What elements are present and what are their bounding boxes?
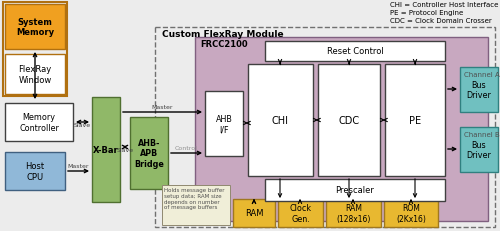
Text: Master: Master: [151, 105, 173, 109]
Text: Memory
Controller: Memory Controller: [19, 113, 59, 132]
Bar: [278, 199, 323, 227]
Bar: [385, 65, 445, 176]
Bar: [205, 92, 243, 156]
Bar: [5, 152, 65, 190]
Bar: [384, 199, 438, 227]
Text: System
Memory: System Memory: [16, 18, 54, 37]
Text: Bus
Driver: Bus Driver: [466, 140, 491, 160]
Bar: [162, 185, 230, 225]
Text: CHI: CHI: [272, 116, 289, 125]
Bar: [92, 97, 120, 202]
Bar: [460, 128, 498, 172]
Text: RAM: RAM: [245, 209, 263, 218]
Text: Channel A: Channel A: [464, 72, 500, 78]
Text: ROM
(2Kx16): ROM (2Kx16): [396, 204, 426, 223]
Bar: [233, 199, 275, 227]
Text: CDC: CDC: [338, 116, 359, 125]
Bar: [248, 65, 313, 176]
Bar: [5, 55, 65, 94]
Bar: [195, 38, 488, 221]
Bar: [326, 199, 381, 227]
Text: AHB-
APB
Bridge: AHB- APB Bridge: [134, 139, 164, 168]
Bar: [265, 42, 445, 62]
Text: FlexRay
Window: FlexRay Window: [18, 65, 52, 84]
Bar: [5, 5, 65, 50]
Text: Holds message buffer
setup data; RAM size
depends on number
of message buffers: Holds message buffer setup data; RAM siz…: [164, 187, 224, 210]
Text: Slave: Slave: [116, 147, 134, 152]
Text: Clock
Gen.: Clock Gen.: [290, 204, 312, 223]
Bar: [460, 68, 498, 112]
Text: CHI = Controller Host Interface
PE = Protocol Engine
CDC = Clock Domain Crosser: CHI = Controller Host Interface PE = Pro…: [390, 2, 498, 24]
Text: RAM
(128x16): RAM (128x16): [336, 204, 370, 223]
Bar: [5, 103, 73, 141]
Bar: [265, 179, 445, 201]
Text: Control: Control: [174, 145, 198, 150]
Bar: [130, 118, 168, 189]
Text: Master: Master: [67, 163, 89, 168]
Text: Host
CPU: Host CPU: [26, 162, 44, 181]
Text: Prescaler: Prescaler: [336, 186, 374, 195]
Text: Channel B: Channel B: [464, 131, 500, 137]
Text: Bus
Driver: Bus Driver: [466, 80, 491, 100]
Text: PE: PE: [409, 116, 421, 125]
Bar: [318, 65, 380, 176]
Bar: [3, 3, 67, 97]
Text: Slave: Slave: [74, 122, 90, 128]
Text: Custom FlexRay Module: Custom FlexRay Module: [162, 30, 284, 39]
Text: Reset Control: Reset Control: [326, 47, 384, 56]
Text: X-Bar: X-Bar: [93, 145, 119, 154]
Text: AHB
I/F: AHB I/F: [216, 114, 232, 134]
Bar: [155, 28, 495, 227]
Text: FRCC2100: FRCC2100: [200, 40, 248, 49]
